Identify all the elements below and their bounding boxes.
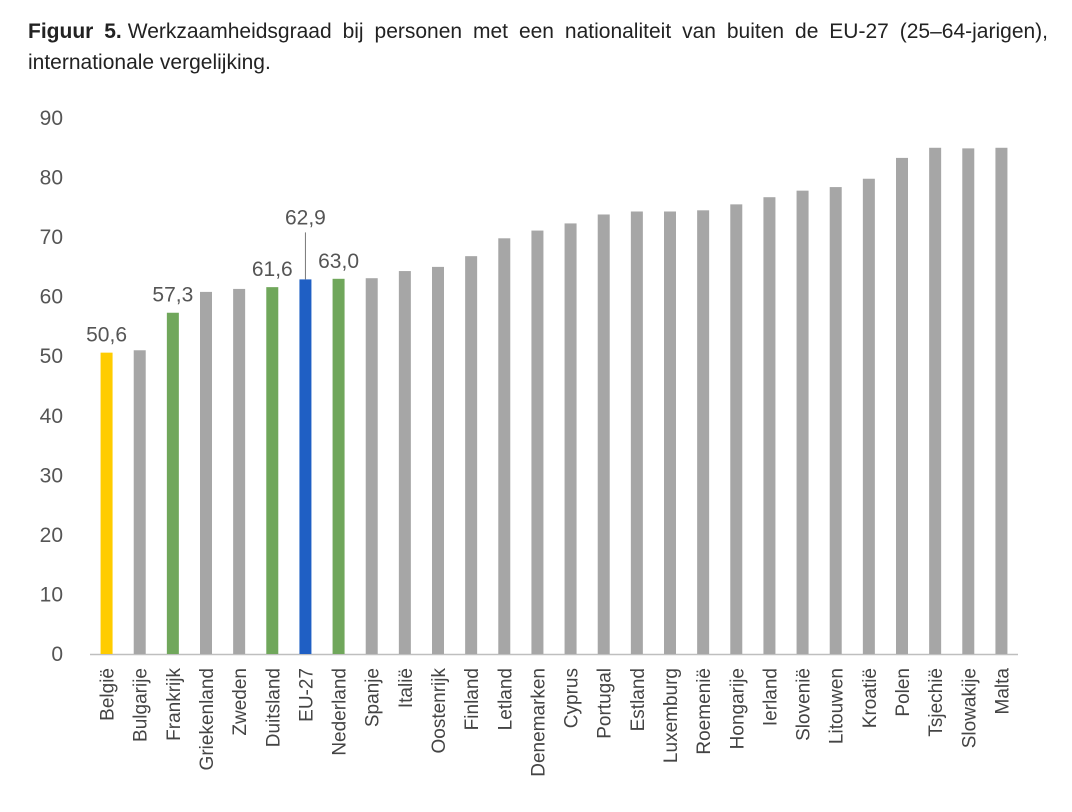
bar [133,350,146,654]
x-tick-label: Malta [992,668,1013,715]
bar [896,157,908,654]
x-tick-label: Roemenië [694,668,715,755]
bar [398,271,411,654]
x-tick-label: Letland [495,668,516,730]
x-tick-label: Finland [462,668,483,730]
y-tick-label: 60 [40,286,63,309]
y-tick-label: 10 [40,583,63,606]
bar [564,223,577,654]
x-tick-label: België [98,668,119,721]
x-tick-label: Nederland [330,668,351,756]
bar [630,211,643,654]
bar [498,238,511,654]
bar [200,291,212,654]
y-tick-label: 30 [40,464,63,487]
bar [962,148,975,654]
y-tick-label: 40 [40,405,63,428]
bar [597,214,610,655]
x-tick-label: Cyprus [562,668,583,728]
y-tick-label: 20 [40,524,63,547]
x-tick-label: Duitsland [263,668,284,747]
bar [332,278,345,654]
bar [100,352,113,654]
x-tick-label: Denemarken [528,668,549,777]
data-label: 61,6 [252,258,293,281]
data-label: 57,3 [152,284,193,307]
bar [862,178,875,654]
data-label: 50,6 [86,324,127,347]
bar [166,312,179,654]
bar [664,211,676,654]
y-tick-label: 90 [40,107,63,130]
x-tick-label: Zweden [230,668,251,736]
data-label: 62,9 [285,206,326,229]
figure-caption: Figuur 5. Werkzaamheidsgraad bij personen… [28,16,1048,78]
x-tick-label: Estland [628,668,649,731]
x-tick-label: Italië [396,668,417,708]
x-tick-label: Tsjechië [926,668,947,737]
bar [299,279,312,654]
figure-number: Figuur 5. [28,20,122,43]
bar [796,190,809,654]
x-tick-label: Slovenië [794,668,815,741]
x-tick-label: Oostenrijk [429,668,450,754]
x-tick-label: Bulgarije [131,668,152,742]
x-tick-label: Griekenland [197,668,218,770]
bar [929,147,942,654]
data-label: 63,0 [318,250,359,273]
y-tick-label: 50 [40,345,63,368]
x-tick-label: Hongarije [727,668,748,749]
bar [829,187,842,654]
x-tick-label: Polen [893,668,914,717]
x-tick-label: Ierland [760,668,781,726]
x-tick-label: Luxemburg [661,668,682,763]
x-tick-label: EU-27 [296,668,317,722]
x-tick-label: Frankrijk [164,668,185,741]
bar [266,287,279,654]
bar [365,278,378,654]
bar [995,147,1008,654]
x-tick-label: Slowakije [959,668,980,748]
bar [432,266,444,654]
x-tick-label: Kroatië [860,668,881,728]
bar [531,230,544,654]
bar [233,288,246,654]
bar [763,197,776,654]
y-tick-label: 0 [51,643,63,666]
y-tick-label: 70 [40,226,63,249]
bar [465,256,478,654]
x-tick-label: Spanje [363,668,384,727]
y-tick-label: 80 [40,167,63,190]
x-tick-label: Portugal [595,668,616,739]
bar [730,204,743,654]
x-tick-label: Litouwen [827,668,848,744]
bar [697,210,710,655]
figure-title: Werkzaamheidsgraad bij personen met een … [28,20,1048,74]
